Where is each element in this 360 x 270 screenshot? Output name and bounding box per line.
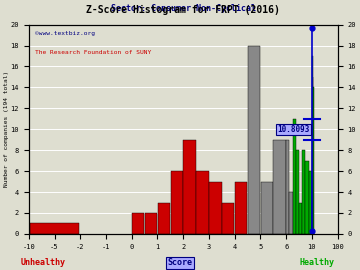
Bar bbox=[274, 140, 286, 234]
Bar bbox=[312, 56, 313, 234]
Text: ©www.textbiz.org: ©www.textbiz.org bbox=[35, 31, 95, 36]
Bar bbox=[289, 192, 293, 234]
Bar bbox=[306, 161, 309, 234]
Text: Sector: Consumer Non-Cyclical: Sector: Consumer Non-Cyclical bbox=[111, 4, 256, 13]
Bar bbox=[132, 213, 144, 234]
Text: Unhealthy: Unhealthy bbox=[21, 258, 66, 267]
Bar bbox=[158, 202, 170, 234]
Bar bbox=[296, 150, 299, 234]
Bar bbox=[171, 171, 183, 234]
Bar bbox=[145, 213, 157, 234]
Bar bbox=[209, 182, 222, 234]
Text: The Research Foundation of SUNY: The Research Foundation of SUNY bbox=[35, 50, 151, 55]
Bar bbox=[222, 202, 234, 234]
Bar bbox=[313, 87, 314, 234]
Bar bbox=[235, 182, 247, 234]
Title: Z-Score Histogram for FRPT (2016): Z-Score Histogram for FRPT (2016) bbox=[86, 5, 280, 15]
Text: Score: Score bbox=[167, 258, 193, 267]
Bar bbox=[183, 140, 196, 234]
Bar bbox=[261, 182, 273, 234]
Bar bbox=[248, 46, 260, 234]
Bar bbox=[286, 140, 289, 234]
Bar bbox=[299, 202, 302, 234]
Text: 10.8093: 10.8093 bbox=[277, 125, 310, 134]
Y-axis label: Number of companies (194 total): Number of companies (194 total) bbox=[4, 71, 9, 187]
Bar bbox=[196, 171, 209, 234]
Bar bbox=[302, 150, 305, 234]
Text: Healthy: Healthy bbox=[299, 258, 334, 267]
Bar bbox=[293, 119, 296, 234]
Bar bbox=[30, 224, 80, 234]
Bar bbox=[309, 171, 312, 234]
